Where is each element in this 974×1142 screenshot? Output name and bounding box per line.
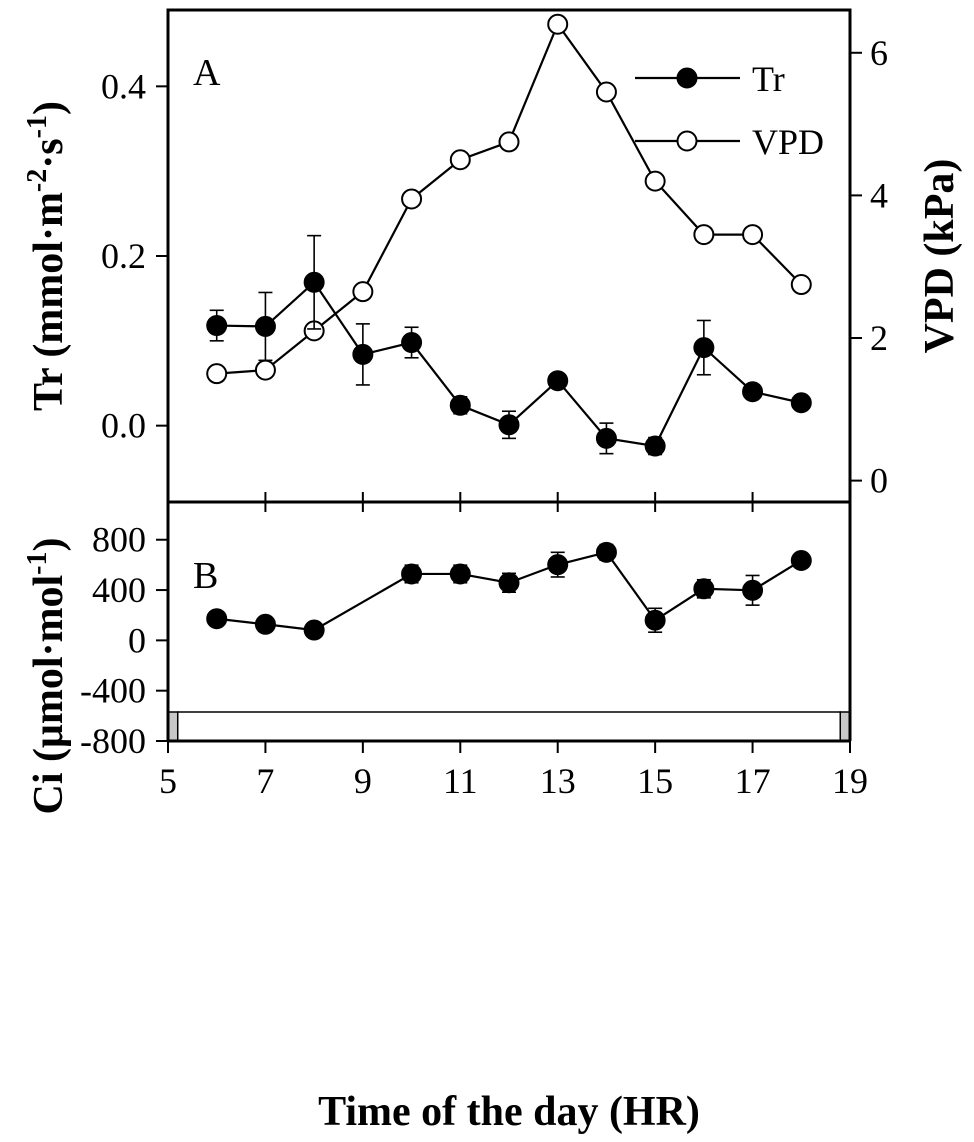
vpd-point: [644, 170, 666, 192]
vpd-point: [206, 363, 228, 385]
legend-tr-marker: [676, 67, 698, 89]
vpd-point: [401, 188, 423, 210]
panel-b-y-tick-label: 800: [92, 520, 146, 560]
ci-point: [449, 563, 471, 585]
panel-a-y-tick-label: 0.0: [101, 406, 146, 446]
tr-label-sup1: -2: [22, 169, 53, 192]
daylight-bar: [167, 711, 851, 742]
ci-label-end: ): [26, 538, 72, 552]
tr-point: [352, 343, 374, 365]
legend-tr-label: Tr: [752, 59, 785, 99]
panel-a-y-axis: 0.0 0.2 0.4: [101, 66, 168, 446]
panel-a-y-tick-label: 0.4: [101, 66, 146, 106]
panel-b-x-axis: 5 7 9 11 13 15 17 19: [159, 502, 868, 801]
tr-point: [693, 337, 715, 359]
panel-a-y2-axis: 0 2 4 6: [850, 33, 888, 501]
panel-a-y2-tick-label: 0: [870, 461, 888, 501]
ci-label-main: Ci (μmol·mol: [26, 575, 72, 815]
tr-point: [206, 315, 228, 337]
panel-b-y-axis-title: Ci (μmol·mol-1): [22, 538, 72, 815]
panel-b-x-tick-label: 11: [443, 761, 478, 801]
panel-a-series: [206, 13, 812, 457]
panel-a-y2-axis-title: VPD (kPa): [917, 159, 963, 354]
panel-b-x-tick-label: 13: [540, 761, 576, 801]
panel-b-y-axis: -800 -400 0 400 800: [80, 520, 168, 761]
panel-a: A 0.0 0.2 0.4 0 2 4 6 Tr VPD Tr (mmol·m-2·s-1…: [22, 8, 963, 504]
panel-a-label: A: [193, 52, 221, 94]
ci-point: [206, 608, 228, 630]
vpd-line: [216, 22, 803, 375]
ci-point: [547, 554, 569, 576]
tr-point: [254, 315, 276, 337]
ci-point: [498, 572, 520, 594]
ci-point: [595, 541, 617, 563]
vpd-point: [790, 274, 812, 296]
vpd-point: [498, 131, 520, 153]
legend: Tr VPD: [635, 59, 824, 162]
panel-a-y2-tick-label: 6: [870, 33, 888, 73]
panel-b-x-tick-label: 7: [256, 761, 274, 801]
legend-vpd-label: VPD: [752, 122, 824, 162]
tr-point: [303, 271, 325, 293]
tr-point: [547, 370, 569, 392]
tr-point: [644, 435, 666, 457]
tr-point: [595, 427, 617, 449]
panel-b-y-tick-label: 400: [92, 570, 146, 610]
ci-point: [742, 579, 764, 601]
tr-label-sup2: -1: [22, 115, 53, 138]
ci-point: [401, 563, 423, 585]
vpd-point: [449, 149, 471, 171]
panel-b-x-tick-label: 5: [159, 761, 177, 801]
panel-b-x-tick-label: 9: [354, 761, 372, 801]
ci-point: [303, 619, 325, 641]
tr-point: [790, 392, 812, 414]
ci-point: [790, 549, 812, 571]
ci-point: [693, 578, 715, 600]
panel-b: B -800 -400 0 400 800 5 7 9 11 13 15 17 19 Ci (μmol…: [22, 502, 868, 1135]
vpd-point: [693, 224, 715, 246]
panel-b-y-tick-label: -400: [80, 671, 146, 711]
panel-a-y2-tick-label: 4: [870, 175, 888, 215]
day-bar: [176, 711, 842, 742]
x-axis-title: Time of the day (HR): [318, 1089, 700, 1135]
tr-point: [449, 394, 471, 416]
tr-point: [498, 414, 520, 436]
vpd-point: [742, 224, 764, 246]
panel-b-x-tick-label: 17: [735, 761, 771, 801]
panel-a-y-axis-title: Tr (mmol·m-2·s-1): [22, 101, 72, 411]
tr-label-main: Tr (mmol·m: [26, 192, 72, 411]
panel-a-y2-tick-label: 2: [870, 318, 888, 358]
tr-point: [742, 381, 764, 403]
tr-label-mid: ·s: [26, 138, 72, 168]
ci-label-sup1: -1: [22, 552, 53, 575]
legend-vpd-marker: [676, 130, 698, 152]
ci-point: [254, 613, 276, 635]
vpd-point: [595, 81, 617, 103]
panel-b-x-tick-label: 15: [637, 761, 673, 801]
vpd-point: [352, 281, 374, 303]
panel-b-series: [206, 541, 812, 641]
ci-point: [644, 609, 666, 631]
panel-a-x-ticks: [167, 492, 851, 502]
panel-a-y-tick-label: 0.2: [101, 236, 146, 276]
panel-b-y-tick-label: 0: [128, 620, 146, 660]
panel-b-x-tick-label: 19: [832, 761, 868, 801]
tr-point: [401, 332, 423, 354]
panel-b-y-tick-label: -800: [80, 721, 146, 761]
panel-b-label: B: [193, 555, 218, 597]
vpd-point: [547, 13, 569, 35]
vpd-point: [254, 359, 276, 381]
tr-label-end: ): [26, 101, 72, 115]
